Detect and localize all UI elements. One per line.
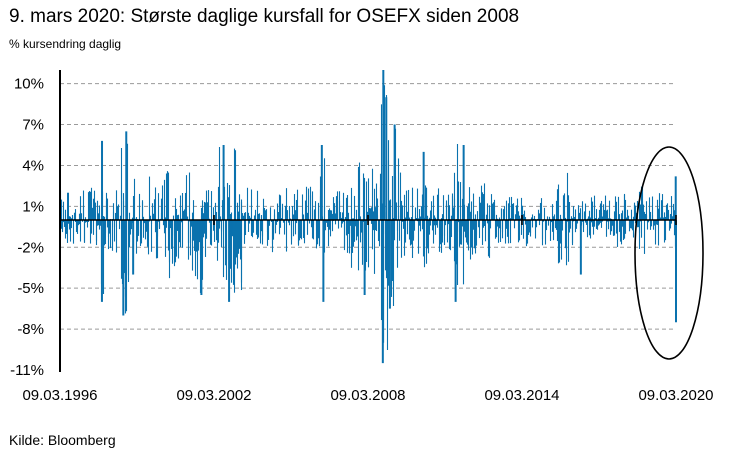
chart-title: 9. mars 2020: Største daglige kursfall f…: [9, 6, 520, 27]
axes: [59, 70, 677, 372]
source-note: Kilde: Bloomberg: [9, 432, 116, 448]
x-tick-label: 09.03.1996: [22, 387, 97, 404]
y-tick-labels: 10% 7% 4% 1% -2% -5% -8% -11%: [10, 76, 44, 379]
series-bars: [59, 70, 677, 364]
y-tick-label: 7%: [22, 117, 44, 134]
y-axis-label: % kursendring daglig: [9, 37, 122, 51]
x-tick-label: 09.03.2020: [638, 387, 713, 404]
highlight-ellipse: [634, 146, 704, 360]
y-tick-label: -2%: [17, 239, 44, 256]
x-tick-label: 09.03.2002: [176, 387, 251, 404]
chart-svg: 10% 7% 4% 1% -2% -5% -8% -11% 09.03.1996 09.03.2…: [10, 70, 714, 404]
y-tick-label: -8%: [17, 321, 44, 338]
y-tick-label: 1%: [22, 198, 44, 215]
y-tick-label: -11%: [10, 362, 44, 379]
y-tick-label: 4%: [22, 157, 44, 174]
highlight-layer: [634, 146, 704, 360]
x-tick-label: 09.03.2008: [330, 387, 405, 404]
y-tick-label: 10%: [14, 76, 44, 93]
x-tick-label: 09.03.2014: [484, 387, 559, 404]
x-tick-labels: 09.03.1996 09.03.2002 09.03.2008 09.03.2014…: [22, 387, 713, 404]
y-tick-label: -5%: [17, 280, 44, 297]
